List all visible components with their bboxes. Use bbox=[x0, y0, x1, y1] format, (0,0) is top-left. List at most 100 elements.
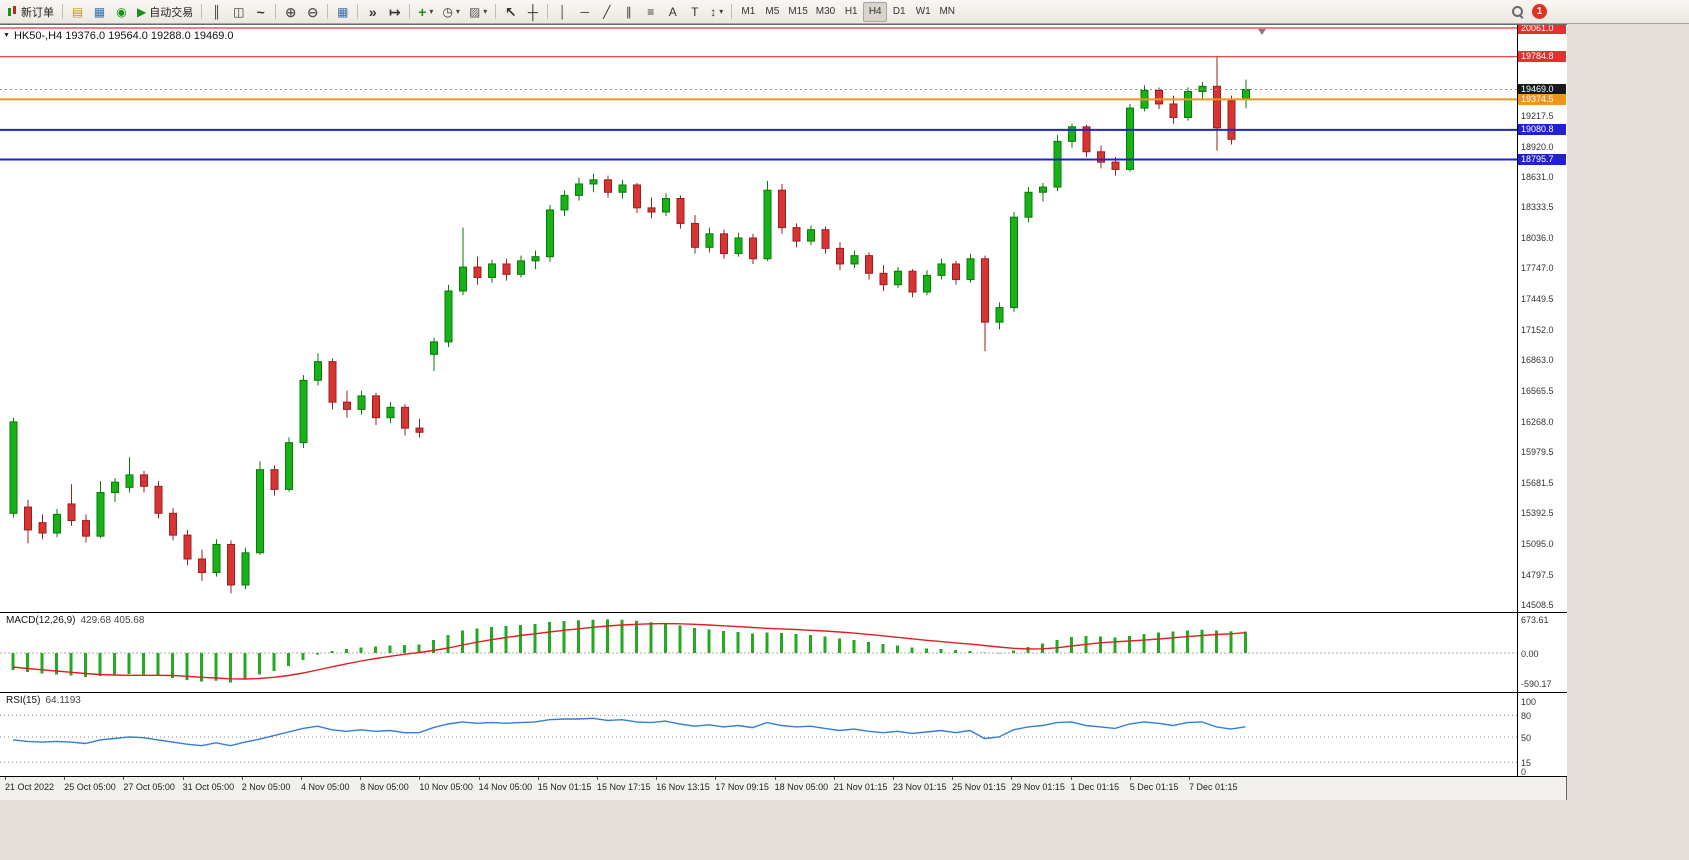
candle-down bbox=[38, 522, 47, 534]
horizontal-line-button[interactable]: ─ bbox=[574, 2, 595, 22]
time-tick bbox=[952, 777, 954, 780]
candle-up bbox=[488, 263, 496, 278]
candle-up bbox=[546, 209, 554, 258]
timeframe-button-d1[interactable]: D1 bbox=[887, 2, 911, 22]
time-axis[interactable]: 21 Oct 2022 25 Oct 05:00 27 Oct 05:00 31 Oc… bbox=[0, 777, 1566, 800]
candle-down bbox=[343, 401, 351, 410]
line-chart-button[interactable]: ~ bbox=[250, 2, 271, 22]
timeframe-button-m1[interactable]: M1 bbox=[736, 2, 760, 22]
auto-scroll-icon: » bbox=[368, 3, 377, 20]
candle-down bbox=[792, 227, 801, 242]
periods-button[interactable]: ◷ ▾ bbox=[438, 2, 464, 22]
autotrading-button[interactable]: ▶ 自动交易 bbox=[133, 2, 197, 22]
chart-ohlc-values: 19376.0 19564.0 19288.0 19469.0 bbox=[65, 30, 234, 42]
arrows-button[interactable]: ↕ ▾ bbox=[706, 2, 727, 22]
new-order-button[interactable]: 新订单 bbox=[3, 2, 58, 22]
candle-up bbox=[1024, 191, 1033, 218]
search-icon[interactable] bbox=[1510, 4, 1525, 19]
candle-up bbox=[444, 290, 453, 343]
timeframe-button-m30[interactable]: M30 bbox=[812, 2, 839, 22]
candle-down bbox=[183, 534, 192, 560]
timeframe-button-mn[interactable]: MN bbox=[935, 2, 959, 22]
symbol-dropdown-icon[interactable]: ▼ bbox=[3, 32, 10, 39]
time-axis-label: 17 Nov 09:15 bbox=[715, 782, 769, 792]
trendline-icon: ╱ bbox=[603, 4, 611, 19]
toolbar-separator bbox=[409, 4, 411, 19]
price-tick-label: 15392.5 bbox=[1521, 508, 1554, 519]
time-axis-label: 21 Oct 2022 bbox=[5, 782, 55, 792]
timeframe-button-w1[interactable]: W1 bbox=[911, 2, 935, 22]
candle-up bbox=[560, 194, 569, 211]
chart-shift-icon: ↦ bbox=[388, 3, 401, 20]
candle-down bbox=[604, 179, 612, 193]
toolbar-separator bbox=[495, 4, 497, 19]
rsi-tick-label: 15 bbox=[1521, 758, 1532, 769]
zoom-in-button[interactable]: ⊕ bbox=[280, 2, 301, 22]
candle-down bbox=[908, 270, 917, 293]
market-watch-button[interactable]: ▤ bbox=[67, 2, 88, 22]
text-button[interactable]: A bbox=[662, 2, 683, 22]
text-label-icon: T bbox=[691, 4, 699, 19]
time-axis-label: 21 Nov 01:15 bbox=[833, 782, 888, 792]
price-axis[interactable]: 19217.5 18920.0 18631.0 18333.5 18036.0 17747… bbox=[1518, 25, 1567, 612]
vertical-line-button[interactable]: │ bbox=[552, 2, 573, 22]
candle-down bbox=[169, 512, 177, 536]
indicators-button[interactable]: + ▾ bbox=[414, 2, 437, 22]
auto-scroll-button[interactable]: » bbox=[362, 2, 383, 22]
candle-up bbox=[111, 481, 119, 494]
price-chart-canvas[interactable] bbox=[0, 25, 1517, 612]
pane-divider[interactable] bbox=[0, 692, 1567, 693]
chart-title: ▼ HK50-,H4 19376.0 19564.0 19288.0 19469.… bbox=[3, 30, 234, 42]
candlestick-chart-button[interactable]: ◫ bbox=[228, 2, 249, 22]
timeframe-button-m5[interactable]: M5 bbox=[760, 2, 784, 22]
terminal-icon: ◉ bbox=[116, 4, 127, 19]
cursor-button[interactable]: ↖ bbox=[500, 2, 521, 22]
zoom-out-button[interactable]: ⊖ bbox=[302, 2, 323, 22]
trendline-button[interactable]: ╱ bbox=[596, 2, 617, 22]
candle-up bbox=[1053, 140, 1062, 188]
candle-up bbox=[1184, 90, 1192, 118]
candle-up bbox=[1010, 216, 1018, 309]
candle-up bbox=[705, 233, 714, 248]
macd-canvas[interactable] bbox=[0, 613, 1517, 692]
time-axis-label: 29 Nov 01:15 bbox=[1011, 782, 1065, 792]
terminal-button[interactable]: ◉ bbox=[111, 2, 132, 22]
chart-shift-marker bbox=[1258, 29, 1266, 35]
fibonacci-button[interactable]: ≡ bbox=[640, 2, 661, 22]
chart-shift-button[interactable]: ↦ bbox=[384, 2, 405, 22]
rsi-canvas[interactable] bbox=[0, 693, 1517, 776]
candle-down bbox=[473, 266, 482, 278]
timeframe-button-h1[interactable]: H1 bbox=[839, 2, 863, 22]
candle-up bbox=[314, 361, 322, 381]
candle-up bbox=[618, 184, 627, 193]
fibonacci-icon: ≡ bbox=[647, 4, 655, 19]
tile-windows-button[interactable]: ▦ bbox=[332, 2, 353, 22]
macd-name: MACD(12,26,9) bbox=[6, 615, 76, 626]
data-window-button[interactable]: ▦ bbox=[89, 2, 110, 22]
time-tick bbox=[715, 777, 717, 780]
candle-down bbox=[749, 237, 757, 260]
toolbar-separator bbox=[62, 4, 63, 19]
time-axis-label: 5 Dec 01:15 bbox=[1129, 782, 1179, 792]
timeframe-button-h4[interactable]: H4 bbox=[863, 1, 888, 22]
notification-badge[interactable]: 1 bbox=[1532, 4, 1547, 19]
pane-divider[interactable] bbox=[0, 612, 1567, 613]
time-tick bbox=[1129, 777, 1131, 780]
time-axis-label: 1 Dec 01:15 bbox=[1070, 782, 1120, 792]
price-tick-label: 17747.0 bbox=[1521, 263, 1554, 274]
bar-chart-button[interactable]: ║ bbox=[206, 2, 227, 22]
time-tick bbox=[597, 777, 598, 780]
channel-button[interactable]: ∥ bbox=[618, 2, 639, 22]
text-icon: A bbox=[668, 4, 677, 19]
crosshair-button[interactable]: ┼ bbox=[522, 2, 543, 22]
candle-down bbox=[328, 361, 337, 403]
rsi-axis[interactable]: 100 80 50 15 0 bbox=[1518, 693, 1567, 776]
timeframe-button-m15[interactable]: M15 bbox=[784, 2, 811, 22]
text-label-button[interactable]: T bbox=[684, 2, 705, 22]
templates-button[interactable]: ▨ ▾ bbox=[465, 2, 491, 22]
candle-down bbox=[720, 233, 728, 255]
pane-divider[interactable] bbox=[0, 776, 1567, 777]
price-tick-label: 18036.0 bbox=[1521, 233, 1554, 244]
macd-axis[interactable]: 673.61 0.00 -590.17 bbox=[1518, 613, 1567, 692]
rsi-tick-label: 0 bbox=[1521, 767, 1527, 776]
